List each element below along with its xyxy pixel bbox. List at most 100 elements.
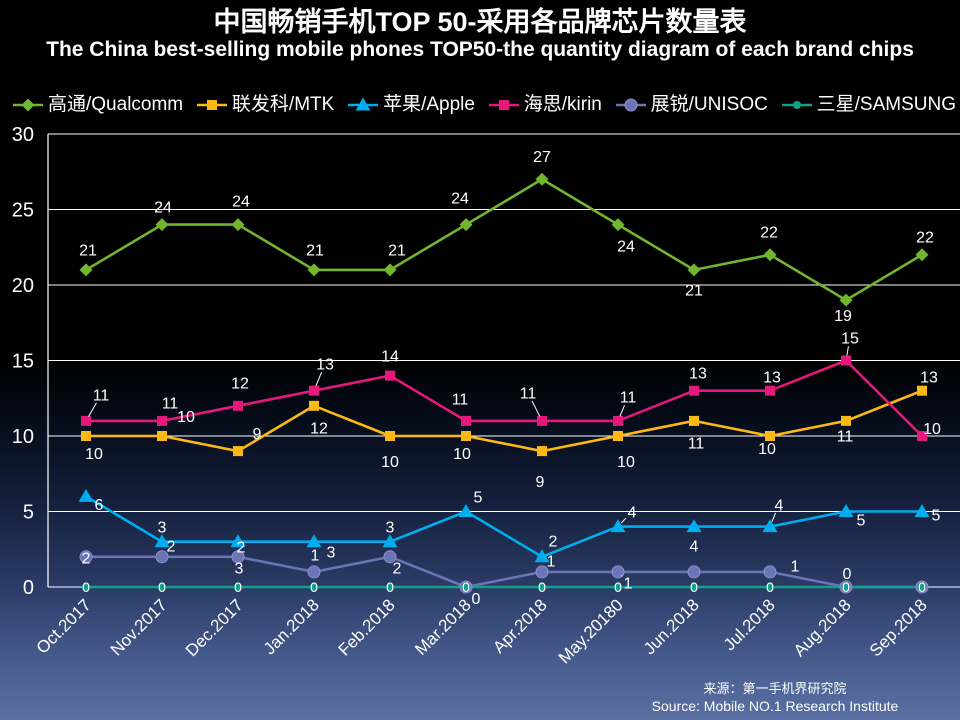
unisoc-value-label: 0 — [472, 591, 481, 608]
mtk-value-label: 10 — [381, 454, 399, 471]
qualcomm-value-label: 21 — [388, 243, 406, 260]
kirin-marker — [841, 355, 851, 366]
legend-key-apple-icon — [348, 97, 379, 111]
kirin-marker — [385, 370, 395, 381]
x-tick-label: Oct.2017 — [33, 595, 95, 657]
apple-value-label: 5 — [932, 507, 941, 524]
unisoc-value-label: 1 — [624, 576, 633, 593]
qualcomm-marker — [535, 172, 549, 186]
legend-label-mtk: 联发科/MTK — [231, 94, 335, 115]
qualcomm-marker — [687, 263, 701, 277]
mtk-marker — [537, 446, 547, 457]
square-icon — [498, 100, 509, 110]
mtk-value-label: 11 — [837, 429, 854, 446]
legend-key-mtk-icon — [196, 100, 227, 110]
samsung-value-label: 0 — [310, 579, 318, 595]
mtk-value-label: 10 — [617, 454, 635, 471]
diamond-icon — [21, 98, 35, 112]
unisoc-line — [84, 555, 924, 589]
kirin-value-label: 11 — [162, 396, 179, 413]
apple-line — [84, 495, 924, 559]
apple-marker — [838, 504, 854, 517]
source-cn: 来源：第一手机界研究院 — [703, 681, 847, 696]
qualcomm-marker — [839, 293, 853, 307]
legend-item-kirin: 海思/kirin — [488, 94, 602, 116]
samsung-marker — [766, 583, 774, 591]
qualcomm-value-label: 24 — [232, 193, 250, 210]
apple-marker — [610, 519, 626, 533]
apple-marker — [230, 534, 246, 548]
apple-value-label: 6 — [95, 497, 104, 514]
y-tick-label: 25 — [12, 200, 34, 222]
mtk-value-label: 9 — [536, 474, 545, 491]
apple-value-label: 4 — [690, 538, 699, 555]
apple-leader-line — [771, 512, 777, 523]
apple-value-label: 3 — [327, 544, 336, 561]
kirin-marker — [157, 415, 167, 426]
apple-marker — [762, 519, 778, 533]
kirin-marker — [613, 415, 623, 426]
apple-marker — [306, 534, 322, 548]
mtk-value-label: 10 — [758, 441, 776, 458]
x-tick-label: Jul.2018 — [720, 595, 779, 654]
kirin-value-label: 10 — [923, 421, 941, 438]
qualcomm-line — [84, 178, 924, 302]
qualcomm-marker — [915, 248, 929, 262]
mtk-marker — [81, 431, 91, 441]
apple-value-label: 2 — [549, 534, 558, 551]
apple-leader-line — [621, 517, 627, 524]
samsung-value-label: 0 — [614, 579, 622, 595]
chart-subtitle: The China best-selling mobile phones TOP… — [46, 38, 914, 61]
kirin-value-label: 12 — [231, 376, 249, 393]
source-note: 来源：第一手机界研究院 Source: Mobile NO.1 Research… — [620, 680, 930, 715]
kirin-leader-line — [619, 405, 625, 417]
apple-marker — [914, 504, 930, 517]
unisoc-value-label: 1 — [547, 554, 556, 571]
unisoc-value-label: 2 — [167, 539, 176, 556]
samsung-value-label: 0 — [690, 579, 698, 595]
kirin-leader-line — [531, 400, 541, 417]
legend-item-unisoc: 展锐/UNISOC — [615, 94, 768, 116]
qualcomm-value-label: 24 — [617, 238, 635, 255]
kirin-value-label: 15 — [841, 330, 859, 347]
square-icon — [206, 100, 217, 110]
unisoc-value-label: 1 — [311, 548, 320, 565]
unisoc-marker — [687, 565, 701, 579]
apple-marker — [534, 549, 550, 563]
qualcomm-value-label: 22 — [760, 225, 778, 242]
unisoc-marker — [155, 550, 169, 564]
kirin-marker — [233, 400, 243, 411]
mtk-value-label: 10 — [177, 409, 195, 426]
legend-label-apple: 苹果/Apple — [383, 94, 475, 115]
samsung-marker — [310, 583, 318, 591]
mtk-marker — [233, 446, 243, 457]
qualcomm-marker — [79, 263, 93, 277]
x-tick-label: Nov.2017 — [107, 595, 171, 659]
kirin-leader-line — [846, 346, 849, 356]
legend-label-samsung: 三星/SAMSUNG — [816, 94, 956, 115]
x-tick-label: Sep.2018 — [866, 595, 931, 660]
unisoc-marker — [763, 565, 777, 579]
samsung-value-label: 0 — [766, 579, 774, 595]
unisoc-marker — [611, 565, 625, 579]
kirin-marker — [461, 415, 471, 426]
legend-label-unisoc: 展锐/UNISOC — [650, 94, 768, 115]
mtk-value-label: 12 — [310, 421, 328, 438]
qualcomm-value-label: 21 — [685, 283, 703, 300]
kirin-value-label: 13 — [689, 365, 707, 382]
samsung-marker — [690, 583, 698, 591]
legend-item-qualcomm: 高通/Qualcomm — [12, 94, 183, 116]
mtk-value-label: 10 — [85, 446, 103, 463]
legend-key-unisoc-icon — [615, 98, 646, 112]
legend-key-samsung-icon — [781, 101, 812, 109]
circle-icon — [624, 98, 638, 112]
gridlines — [48, 133, 960, 588]
apple-value-label: 3 — [235, 560, 244, 577]
mtk-marker — [613, 431, 623, 441]
kirin-value-label: 14 — [381, 348, 399, 365]
apple-marker — [686, 519, 702, 533]
x-tick-label: Dec.2017 — [182, 595, 247, 660]
unisoc-leader-line — [620, 575, 623, 577]
x-tick-label: Jan.2018 — [260, 595, 323, 658]
